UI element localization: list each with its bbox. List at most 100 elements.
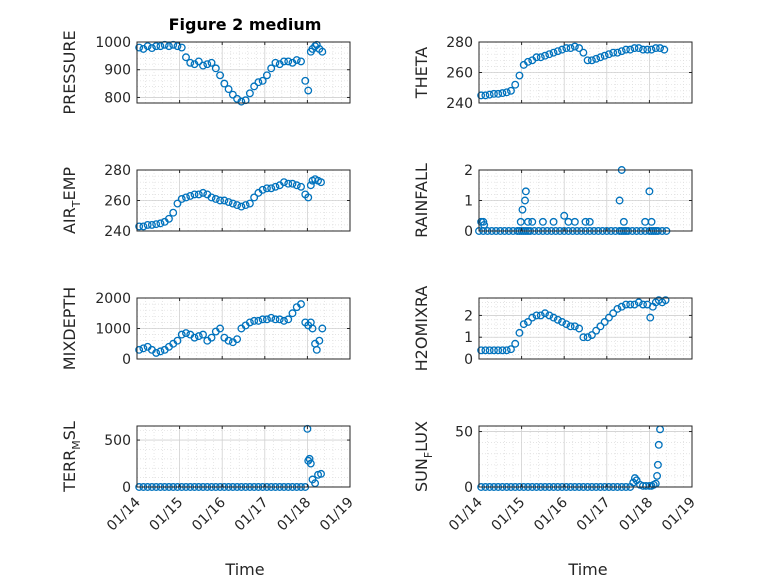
data-point (237, 202, 246, 211)
panel-mixdepth: 0 1000 2000 MIXDEPTH (60, 287, 351, 370)
data-point (604, 50, 613, 59)
data-point (651, 44, 660, 53)
data-point (224, 85, 233, 94)
data-point (545, 50, 554, 59)
data-point (634, 44, 643, 53)
data-point (139, 222, 148, 231)
y-tick-label: 0 (464, 224, 473, 240)
data-point (570, 217, 579, 226)
data-point (224, 198, 233, 206)
panel-rainfall: 0 1 2 RAINFALL (412, 163, 693, 240)
data-point (177, 43, 186, 52)
data-point (297, 300, 305, 309)
data-point (317, 178, 325, 187)
data-point (558, 45, 567, 54)
data-point (613, 304, 622, 313)
y-tick-label: 240 (446, 96, 473, 112)
data-point (275, 315, 284, 324)
data-point (541, 51, 549, 60)
figure-title: Figure 2 medium (169, 15, 322, 34)
data-point (519, 320, 528, 329)
data-point (245, 199, 254, 208)
data-point (498, 89, 507, 98)
data-point (317, 469, 325, 478)
data-point (645, 187, 654, 196)
x-tick-label: 01/17 (232, 495, 272, 535)
x-tick-label: 01/15 (147, 495, 187, 535)
plot-area (479, 298, 692, 359)
data-point (284, 315, 293, 324)
data-point (318, 324, 327, 333)
data-point (502, 88, 511, 97)
data-point (262, 315, 271, 324)
y-axis-label-rest: EMP (60, 167, 79, 201)
data-point (267, 313, 276, 322)
data-point (661, 296, 670, 305)
y-axis-label-main: SUN (412, 458, 431, 492)
data-point (228, 199, 237, 208)
data-point (288, 179, 297, 188)
y-axis-label-subscript: F (422, 452, 435, 458)
data-point (485, 90, 494, 99)
data-point (250, 316, 259, 325)
data-point (609, 48, 618, 57)
data-point (592, 326, 601, 335)
data-point (485, 346, 494, 355)
x-tick-label: 01/17 (574, 495, 614, 535)
y-tick-label: 1 (464, 330, 473, 346)
y-tick-label: 800 (104, 90, 131, 106)
y-tick-label: 0 (464, 352, 473, 368)
data-point (639, 45, 647, 54)
x-axis-label-right: Time (567, 560, 607, 579)
data-point (301, 76, 310, 85)
data-point (143, 220, 152, 229)
data-point (271, 182, 280, 191)
data-point (245, 89, 254, 98)
data-point (216, 196, 225, 205)
y-axis-label: AIRTEMP (60, 167, 83, 234)
data-point (237, 97, 246, 106)
data-point (250, 193, 259, 202)
data-point (654, 440, 663, 449)
data-point (199, 188, 207, 197)
x-tick-label: 01/18 (274, 495, 314, 535)
data-point (626, 45, 635, 54)
data-point (135, 43, 144, 52)
x-tick-label: 01/19 (317, 495, 357, 535)
panel-h2omixra: 0 1 2 H2OMIXRA (412, 286, 693, 371)
x-tick-label: 01/19 (659, 495, 699, 535)
y-tick-label: 1000 (95, 322, 131, 338)
y-tick-label: 260 (104, 194, 131, 210)
y-tick-label: 280 (104, 163, 131, 179)
data-point (596, 53, 605, 62)
data-point (284, 57, 293, 66)
y-axis-label: SUNFLUX (412, 421, 435, 492)
data-point (549, 313, 558, 322)
data-point (156, 347, 165, 356)
data-point (521, 196, 529, 205)
data-point (203, 60, 212, 69)
panel-pressure: 800 900 1000 PRESSURE (60, 30, 351, 115)
data-point (521, 187, 530, 196)
data-point (532, 53, 541, 62)
data-point (524, 318, 532, 326)
data-point (173, 42, 182, 51)
data-point (619, 217, 628, 226)
data-point (630, 474, 639, 483)
data-point (647, 45, 656, 54)
y-tick-label: 260 (446, 66, 473, 82)
y-tick-label: 1000 (95, 35, 131, 51)
x-tick-label: 01/15 (489, 495, 529, 535)
data-point (211, 64, 220, 73)
data-point (194, 57, 203, 66)
data-point (241, 201, 250, 210)
data-point (583, 333, 592, 342)
data-point (173, 336, 182, 345)
data-point (518, 205, 527, 214)
data-point (587, 56, 596, 65)
data-point (549, 48, 558, 57)
data-point (186, 191, 195, 200)
data-point (306, 459, 315, 468)
data-point (600, 51, 609, 60)
